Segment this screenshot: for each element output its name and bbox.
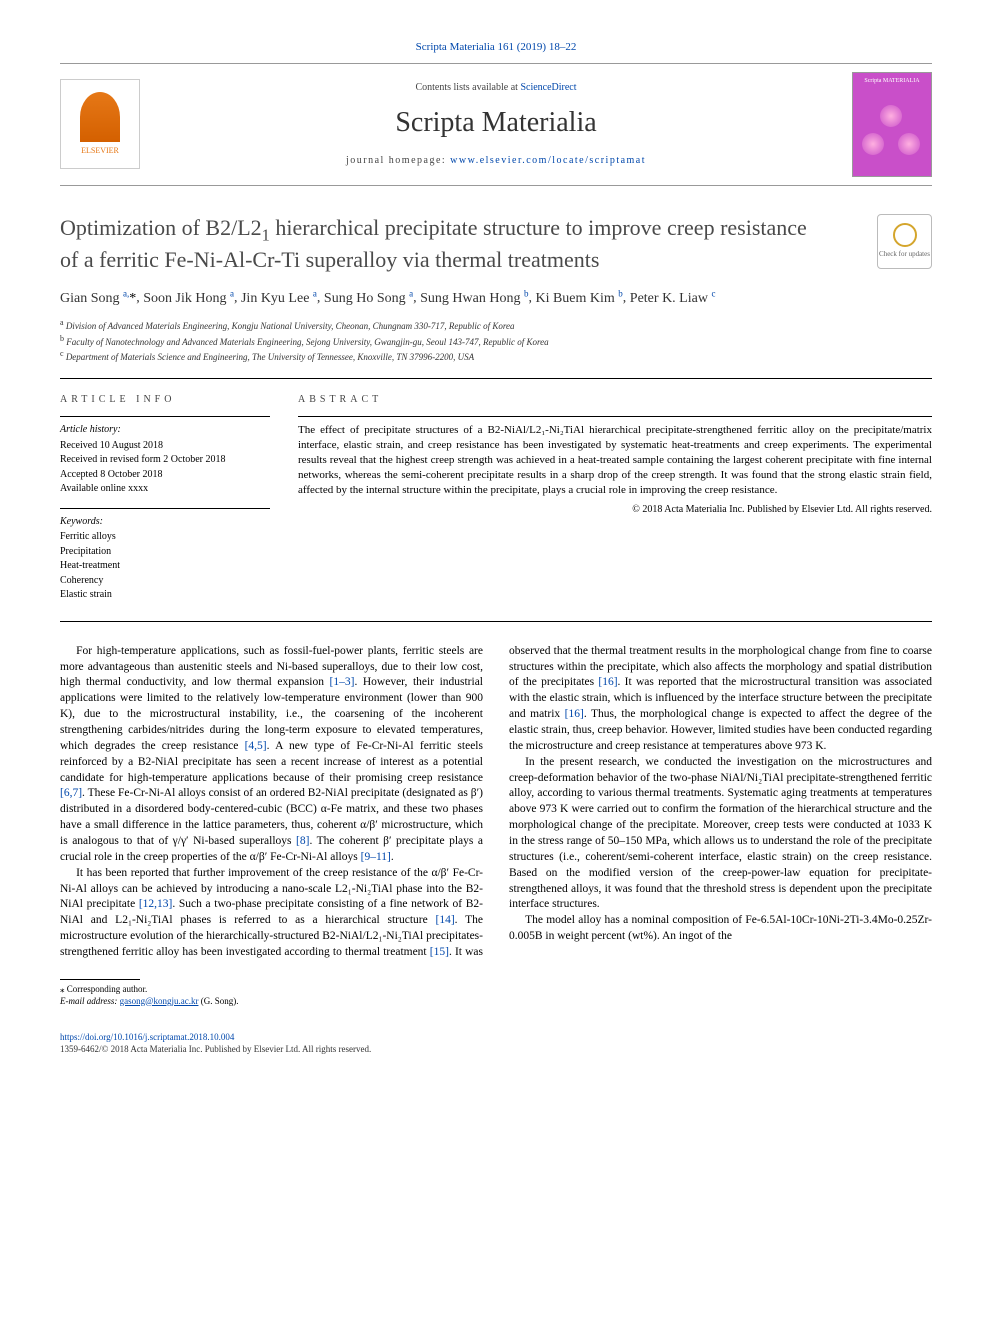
title-part1: Optimization of B2/L2 (60, 215, 262, 240)
citation-link[interactable]: [14] (436, 914, 455, 926)
article-info-label: article info (60, 393, 270, 407)
author: Ki Buem Kim b (535, 291, 622, 306)
author: Jin Kyu Lee a (241, 291, 317, 306)
history-item: Accepted 8 October 2018 (60, 468, 270, 482)
corr-label: ⁎ Corresponding author. (60, 984, 932, 996)
abstract-copyright: © 2018 Acta Materialia Inc. Published by… (298, 503, 932, 517)
header-center: Contents lists available at ScienceDirec… (140, 81, 852, 168)
citation-link[interactable]: [15] (430, 946, 449, 958)
corresponding-author-footnote: ⁎ Corresponding author. E-mail address: … (60, 984, 932, 1007)
article-title: Optimization of B2/L21 hierarchical prec… (60, 214, 820, 274)
citation-link[interactable]: [12,13] (139, 898, 173, 910)
author: Sung Hwan Hong b (420, 291, 528, 306)
affiliation: c Department of Materials Science and En… (60, 348, 932, 364)
check-updates-badge[interactable]: Check for updates (877, 214, 932, 269)
elsevier-logo: ELSEVIER (60, 79, 140, 169)
keyword: Elastic strain (60, 588, 270, 602)
check-updates-label: Check for updates (879, 250, 930, 259)
body-text: For high-temperature applications, such … (60, 644, 932, 961)
homepage-pre: journal homepage: (346, 155, 450, 166)
keyword: Ferritic alloys (60, 530, 270, 544)
rule (298, 416, 932, 417)
affiliation: a Division of Advanced Materials Enginee… (60, 317, 932, 333)
rule (60, 378, 932, 379)
citation-link[interactable]: [6,7] (60, 787, 82, 799)
body-paragraph: In the present research, we conducted th… (509, 755, 932, 914)
email-link[interactable]: gasong@kongju.ac.kr (120, 996, 199, 1006)
email-line: E-mail address: gasong@kongju.ac.kr (G. … (60, 996, 932, 1008)
issn-copyright: 1359-6462/© 2018 Acta Materialia Inc. Pu… (60, 1043, 932, 1055)
author-list: Gian Song a,*, Soon Jik Hong a, Jin Kyu … (60, 287, 932, 309)
journal-reference: Scripta Materialia 161 (2019) 18–22 (60, 40, 932, 55)
title-sub: 1 (262, 225, 270, 244)
history-item: Available online xxxx (60, 482, 270, 496)
keyword: Precipitation (60, 545, 270, 559)
elsevier-tree-icon (80, 92, 120, 142)
author: Peter K. Liaw c (630, 291, 716, 306)
citation-link[interactable]: [16] (565, 708, 584, 720)
citation-link[interactable]: [9–11] (361, 851, 391, 863)
homepage-link[interactable]: www.elsevier.com/locate/scriptamat (450, 155, 646, 166)
affiliation: b Faculty of Nanotechnology and Advanced… (60, 333, 932, 349)
body-paragraph: The model alloy has a nominal compositio… (509, 913, 932, 945)
contents-pre: Contents lists available at (415, 82, 520, 93)
citation-link[interactable]: [1–3] (330, 676, 355, 688)
affiliations: a Division of Advanced Materials Enginee… (60, 317, 932, 364)
citation-link[interactable]: [8] (296, 835, 309, 847)
info-abstract-row: article info Article history: Received 1… (60, 393, 932, 603)
author: Gian Song a,* (60, 291, 136, 306)
body-paragraph: For high-temperature applications, such … (60, 644, 483, 866)
keywords-label: Keywords: (60, 515, 270, 529)
doi-link[interactable]: https://doi.org/10.1016/j.scriptamat.201… (60, 1032, 234, 1042)
sciencedirect-link[interactable]: ScienceDirect (520, 82, 576, 93)
history-item: Received in revised form 2 October 2018 (60, 453, 270, 467)
abstract-label: abstract (298, 393, 932, 407)
rule (60, 416, 270, 417)
footnote-rule (60, 979, 140, 980)
check-mark-icon (893, 223, 917, 247)
cover-graphic (862, 105, 922, 165)
history-item: Received 10 August 2018 (60, 439, 270, 453)
homepage-line: journal homepage: www.elsevier.com/locat… (140, 154, 852, 168)
article-info-column: article info Article history: Received 1… (60, 393, 270, 603)
rule (60, 508, 270, 509)
rule (60, 621, 932, 622)
contents-line: Contents lists available at ScienceDirec… (140, 81, 852, 95)
cover-title: Scripta MATERIALIA (864, 77, 919, 85)
citation-link[interactable]: [16] (598, 676, 617, 688)
author: Sung Ho Song a (324, 291, 413, 306)
abstract-column: abstract The effect of precipitate struc… (298, 393, 932, 603)
author: Soon Jik Hong a (143, 291, 234, 306)
history-label: Article history: (60, 423, 270, 437)
keyword: Heat-treatment (60, 559, 270, 573)
keyword: Coherency (60, 574, 270, 588)
elsevier-label: ELSEVIER (81, 146, 119, 157)
citation-link[interactable]: [4,5] (245, 740, 267, 752)
journal-header: ELSEVIER Contents lists available at Sci… (60, 63, 932, 186)
title-row: Optimization of B2/L21 hierarchical prec… (60, 214, 932, 274)
journal-name: Scripta Materialia (140, 104, 852, 142)
journal-cover-thumbnail: Scripta MATERIALIA (852, 72, 932, 177)
page-footer: https://doi.org/10.1016/j.scriptamat.201… (60, 1031, 932, 1055)
abstract-text: The effect of precipitate structures of … (298, 423, 932, 497)
